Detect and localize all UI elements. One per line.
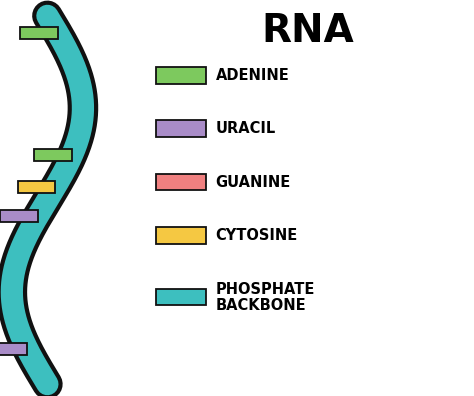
FancyBboxPatch shape (20, 27, 58, 39)
Text: PHOSPHATE: PHOSPHATE (216, 282, 315, 297)
Text: RNA: RNA (262, 12, 355, 50)
FancyBboxPatch shape (34, 149, 72, 161)
FancyBboxPatch shape (156, 67, 206, 84)
Text: ADENINE: ADENINE (216, 68, 290, 83)
FancyBboxPatch shape (156, 227, 206, 244)
Text: GUANINE: GUANINE (216, 175, 291, 190)
FancyBboxPatch shape (156, 289, 206, 305)
FancyBboxPatch shape (0, 210, 38, 222)
Text: URACIL: URACIL (216, 121, 276, 136)
Text: CYTOSINE: CYTOSINE (216, 228, 298, 243)
FancyBboxPatch shape (156, 174, 206, 190)
FancyBboxPatch shape (18, 181, 55, 192)
Text: BACKBONE: BACKBONE (216, 298, 306, 313)
FancyBboxPatch shape (0, 343, 27, 355)
FancyBboxPatch shape (156, 120, 206, 137)
